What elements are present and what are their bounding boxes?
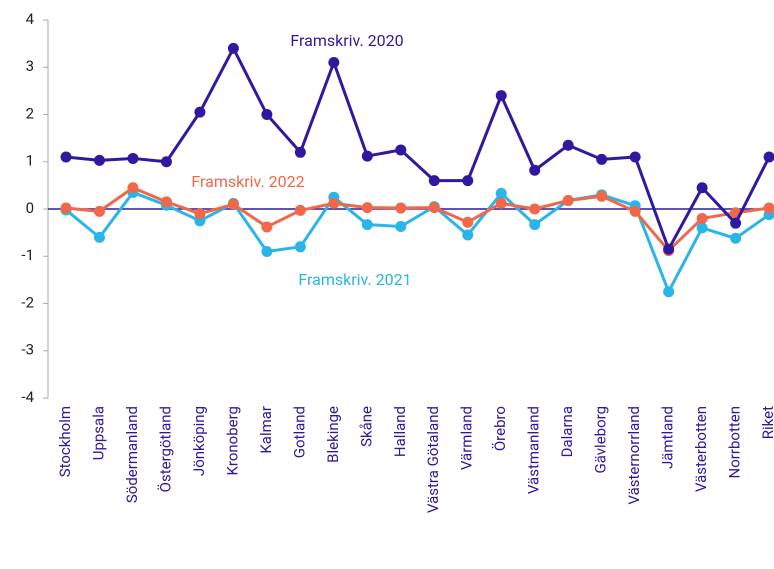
data-point <box>428 202 440 214</box>
x-tick-label: Skåne <box>357 406 375 447</box>
data-point <box>462 175 474 187</box>
data-point <box>194 106 206 118</box>
x-tick-label: Kronoberg <box>223 406 241 476</box>
y-tick-label: -3 <box>21 341 34 359</box>
x-tick-label: Västerbotten <box>692 406 710 492</box>
data-point <box>663 243 675 255</box>
data-point <box>227 42 239 54</box>
series-label: Framskriv. 2021 <box>298 270 411 289</box>
data-point <box>60 151 72 163</box>
data-point <box>261 221 273 233</box>
data-point <box>495 197 507 209</box>
series-label: Framskriv. 2020 <box>290 31 403 50</box>
x-tick-label: Dalarna <box>558 406 576 457</box>
x-tick-label: Örebro <box>491 406 509 451</box>
y-tick-label: -1 <box>21 246 34 264</box>
y-tick-label: 0 <box>26 199 34 217</box>
data-point <box>596 190 608 202</box>
data-point <box>696 182 708 194</box>
y-tick-label: 1 <box>26 152 34 170</box>
data-point <box>361 202 373 214</box>
data-point <box>428 175 440 187</box>
x-tick-label: Norrbotten <box>726 406 744 478</box>
data-point <box>629 151 641 163</box>
data-point <box>696 212 708 224</box>
x-tick-label: Västernorrland <box>625 406 643 505</box>
data-point <box>361 219 373 231</box>
data-point <box>160 196 172 208</box>
x-tick-label: Västmanland <box>525 406 543 494</box>
data-point <box>127 152 139 164</box>
x-tick-label: Jönköping <box>190 406 208 476</box>
x-tick-label: Västra Götaland <box>424 406 442 513</box>
y-tick-label: 2 <box>26 104 34 122</box>
data-point <box>763 202 774 214</box>
x-tick-label: Uppsala <box>89 406 107 460</box>
data-point <box>596 153 608 165</box>
data-point <box>261 109 273 120</box>
y-tick-label: -4 <box>21 388 34 406</box>
data-point <box>562 194 574 206</box>
data-point <box>227 198 239 210</box>
data-point <box>328 57 340 69</box>
series-label: Framskriv. 2022 <box>191 172 304 191</box>
data-point <box>294 241 306 253</box>
data-point <box>529 203 541 215</box>
data-point <box>294 204 306 216</box>
y-tick-label: 3 <box>26 57 34 75</box>
x-tick-label: Värmland <box>458 406 476 470</box>
data-point <box>261 246 273 258</box>
data-point <box>629 205 641 217</box>
data-point <box>395 202 407 214</box>
y-tick-label: -2 <box>21 293 34 311</box>
data-point <box>462 229 474 241</box>
data-point <box>763 151 774 163</box>
data-point <box>495 90 507 102</box>
data-point <box>60 202 72 214</box>
data-point <box>663 286 675 298</box>
data-point <box>395 220 407 232</box>
x-tick-label: Halland <box>391 406 409 457</box>
x-tick-label: Stockholm <box>56 406 74 477</box>
series-line <box>65 186 770 253</box>
data-point <box>93 205 105 217</box>
x-tick-label: Blekinge <box>324 406 342 463</box>
data-point <box>730 232 742 244</box>
x-tick-label: Riket <box>759 406 774 439</box>
data-point <box>328 197 340 209</box>
data-point <box>127 182 139 194</box>
data-point <box>730 217 742 229</box>
x-tick-label: Gävleborg <box>592 406 610 473</box>
data-point <box>160 156 172 168</box>
data-point <box>294 146 306 158</box>
data-point <box>529 219 541 231</box>
data-point <box>462 216 474 228</box>
data-point <box>562 139 574 151</box>
series-line <box>65 46 771 251</box>
x-tick-label: Kalmar <box>257 406 275 454</box>
data-point <box>93 231 105 243</box>
data-point <box>529 164 541 176</box>
x-tick-label: Södermanland <box>123 406 141 503</box>
data-point <box>194 208 206 220</box>
data-point <box>361 150 373 162</box>
series-line <box>65 190 770 294</box>
x-tick-label: Jämtland <box>659 406 677 469</box>
data-point <box>495 187 507 199</box>
x-tick-label: Östergötland <box>156 406 174 492</box>
data-point <box>93 154 105 166</box>
x-tick-label: Gotland <box>290 406 308 458</box>
y-tick-label: 4 <box>26 10 35 28</box>
data-point <box>395 144 407 156</box>
data-point <box>696 222 708 234</box>
